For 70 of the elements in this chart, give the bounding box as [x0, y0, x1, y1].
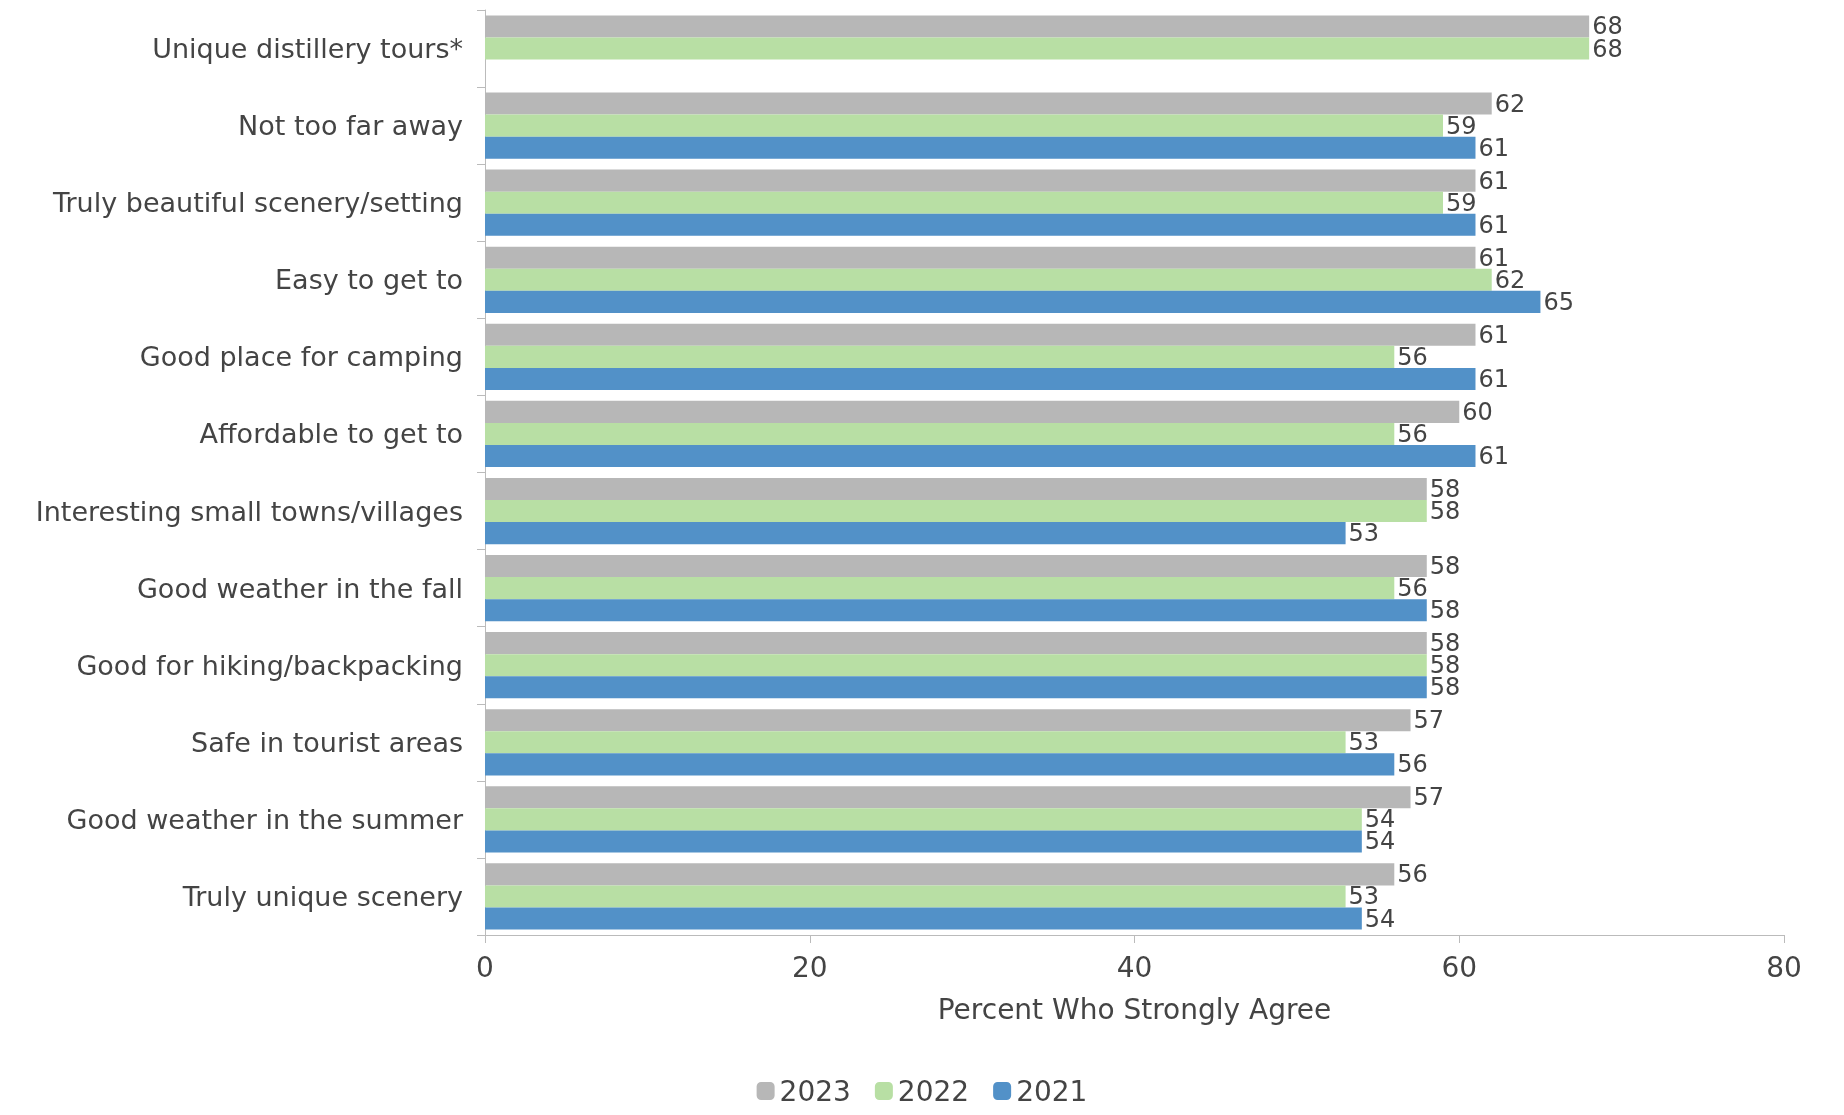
y-tick-label: Truly beautiful scenery/setting	[51, 187, 463, 219]
bar	[485, 191, 1444, 214]
bar	[485, 345, 1395, 368]
bar	[485, 830, 1362, 853]
bar	[485, 599, 1427, 622]
bar	[485, 268, 1492, 291]
data-label: 61	[1478, 166, 1510, 195]
data-label: 62	[1494, 265, 1526, 294]
bar	[485, 808, 1362, 831]
x-axis-title: Percent Who Strongly Agree	[937, 992, 1332, 1026]
data-label: 60	[1462, 397, 1493, 426]
x-tick-label: 0	[476, 950, 494, 984]
bar	[485, 290, 1541, 313]
y-tick-label: Good weather in the fall	[136, 572, 463, 604]
x-tick-label: 60	[1441, 950, 1478, 984]
bar	[485, 753, 1395, 776]
data-label: 62	[1494, 89, 1526, 118]
x-tick-label: 20	[791, 950, 828, 984]
bar	[485, 499, 1427, 523]
data-label: 56	[1397, 860, 1428, 889]
data-label: 56	[1397, 750, 1428, 779]
y-tick-label: Good place for camping	[139, 341, 463, 373]
bar	[485, 676, 1427, 699]
data-label: 56	[1397, 574, 1428, 603]
bar	[485, 136, 1476, 159]
data-label: 61	[1478, 364, 1510, 393]
bar	[485, 114, 1444, 137]
y-tick-label: Affordable to get to	[199, 418, 463, 450]
bar	[485, 731, 1346, 754]
y-tick-label: Easy to get to	[275, 264, 463, 296]
y-tick-label: Good for hiking/backpacking	[76, 649, 463, 681]
bar	[485, 445, 1476, 468]
data-label: 53	[1348, 519, 1380, 548]
bar	[485, 213, 1476, 236]
bar	[485, 522, 1346, 545]
bar	[485, 577, 1395, 600]
legend-label: 2022	[897, 1074, 970, 1108]
data-label: 58	[1429, 497, 1461, 526]
data-label: 54	[1364, 904, 1396, 933]
data-label: 59	[1446, 188, 1477, 217]
bar	[485, 907, 1362, 930]
data-label: 58	[1429, 596, 1461, 625]
x-tick-label: 80	[1766, 950, 1802, 984]
data-label: 53	[1348, 728, 1380, 757]
y-tick-label: Truly unique scenery	[181, 880, 464, 912]
bar	[485, 37, 1590, 60]
y-tick-label: Safe in tourist areas	[191, 726, 463, 758]
bar	[485, 367, 1476, 391]
data-label: 61	[1478, 133, 1510, 162]
data-label: 58	[1429, 552, 1461, 581]
data-label: 68	[1592, 34, 1623, 63]
bar	[485, 654, 1427, 677]
data-label: 57	[1413, 706, 1445, 735]
data-label: 61	[1478, 442, 1510, 471]
legend-label: 2021	[1016, 1074, 1088, 1108]
bar	[485, 422, 1395, 446]
y-tick-label: Good weather in the summer	[66, 803, 464, 835]
legend-label: 2023	[779, 1074, 851, 1108]
data-label: 57	[1413, 783, 1445, 812]
data-label: 56	[1397, 342, 1428, 371]
data-label: 65	[1543, 287, 1574, 316]
data-label: 59	[1446, 111, 1477, 140]
y-tick-label: Interesting small towns/villages	[35, 495, 463, 527]
x-tick-label: 40	[1116, 950, 1153, 984]
data-label: 56	[1397, 419, 1428, 448]
data-label: 61	[1478, 210, 1510, 239]
data-label: 61	[1478, 320, 1510, 349]
y-tick-label: Unique distillery tours*	[152, 33, 463, 65]
y-tick-label: Not too far away	[238, 110, 464, 142]
bar	[485, 885, 1346, 908]
